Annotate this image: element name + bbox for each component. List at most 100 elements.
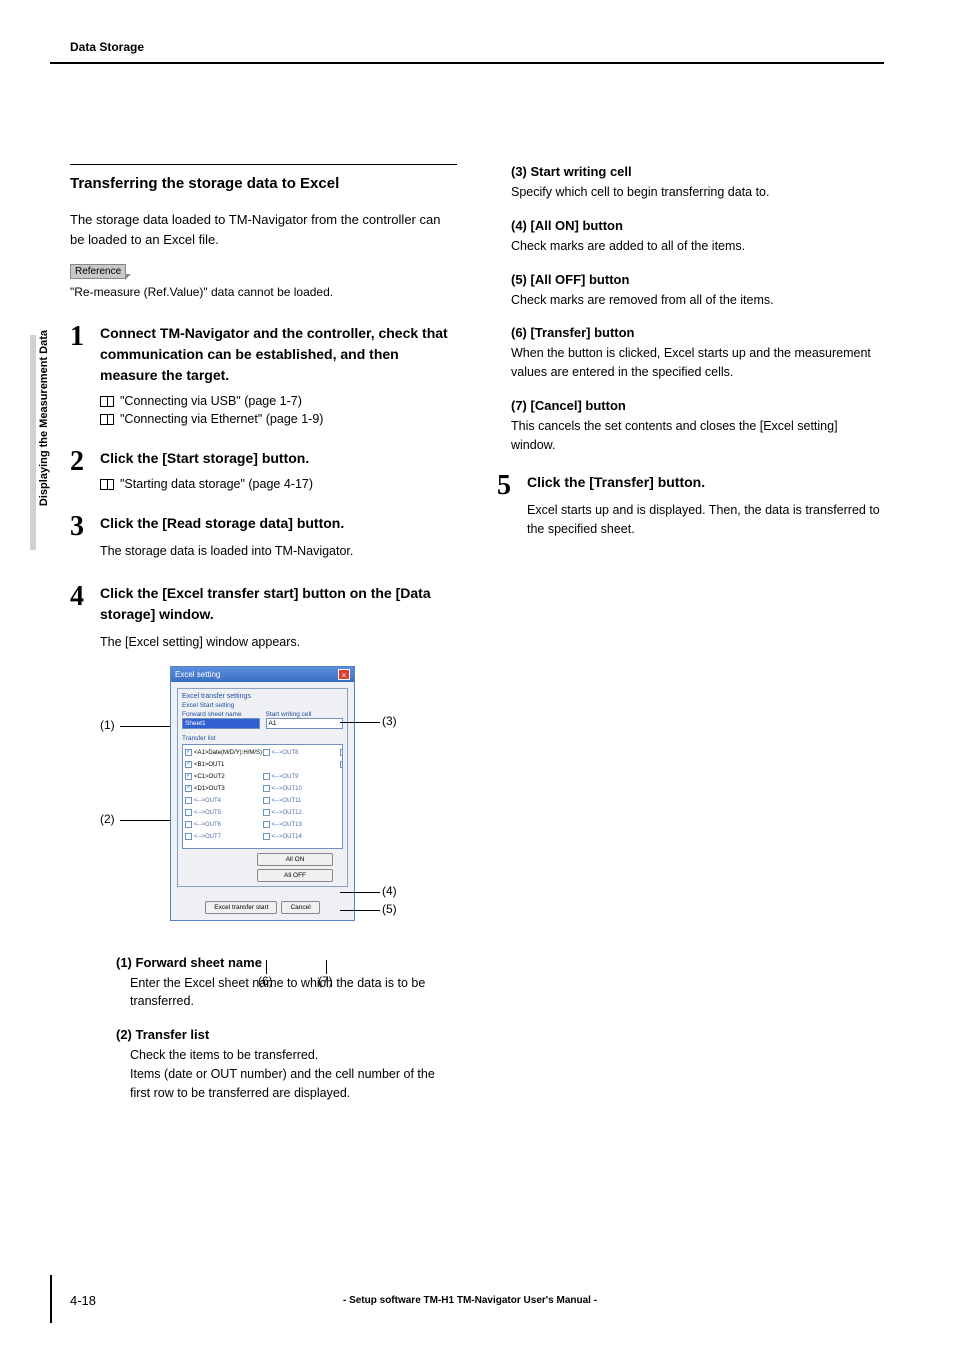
step-subtext: Excel starts up and is displayed. Then, … [527, 501, 884, 539]
checkbox-icon[interactable] [263, 821, 270, 828]
transfer-list-item[interactable]: ✓<A1>Date(M/D/Y):H/M/S) [185, 747, 263, 759]
definition-3: (3) Start writing cell Specify which cel… [497, 164, 884, 202]
checkbox-icon[interactable] [263, 797, 270, 804]
callout-1: (1) [100, 718, 115, 732]
step-number: 5 [497, 472, 527, 543]
checkbox-icon[interactable]: ✓ [185, 785, 192, 792]
def-heading: (7) [Cancel] button [511, 398, 884, 413]
list-item-label: <-->OUT5 [194, 810, 221, 816]
step-title: Click the [Excel transfer start] button … [100, 583, 457, 625]
checkbox-icon[interactable] [185, 821, 192, 828]
book-reference: "Connecting via USB" (page 1-7) [100, 394, 457, 408]
transfer-list-item[interactable]: ✓<B1>OUT1 [185, 759, 263, 771]
transfer-list-item[interactable]: <-->OUT10 [263, 783, 341, 795]
list-item-label: <-->OUT8 [272, 750, 299, 756]
callout-5: (5) [382, 902, 397, 916]
list-item-label: <-->OUT6 [194, 822, 221, 828]
ref-text: "Connecting via USB" (page 1-7) [120, 394, 302, 408]
callout-line [340, 722, 380, 723]
checkbox-icon[interactable]: ✓ [185, 761, 192, 768]
def-text: When the button is clicked, Excel starts… [511, 344, 884, 382]
list-item-label: <-->OUT11 [272, 798, 302, 804]
transfer-list-label: Transfer list [182, 735, 343, 742]
start-cell-label: Start writing cell [266, 711, 344, 718]
def-text: This cancels the set contents and closes… [511, 417, 884, 455]
callout-3: (3) [382, 714, 397, 728]
page-number: 4-18 [70, 1293, 96, 1308]
page-footer: 4-18 - Setup software TM-H1 TM-Navigator… [70, 1293, 884, 1308]
all-off-button[interactable]: All OFF [257, 869, 333, 882]
checkbox-icon[interactable] [340, 761, 343, 768]
checkbox-icon[interactable] [263, 809, 270, 816]
step-4: 4 Click the [Excel transfer start] butto… [70, 583, 457, 1119]
callout-6: (6) [258, 974, 273, 988]
list-item-label: <-->OUT7 [194, 834, 221, 840]
checkbox-icon[interactable] [263, 749, 270, 756]
sub-legend: Excel Start setting [182, 702, 343, 709]
callout-4: (4) [382, 884, 397, 898]
step-number: 2 [70, 448, 100, 495]
ref-text: "Starting data storage" (page 4-17) [120, 477, 313, 491]
book-icon [100, 396, 114, 407]
step-subtext: The storage data is loaded into TM-Navig… [100, 542, 457, 561]
definition-4: (4) [All ON] button Check marks are adde… [497, 218, 884, 256]
def-text: Enter the Excel sheet name to which the … [130, 974, 457, 1012]
transfer-list-item[interactable]: <-->OUT5 [185, 807, 263, 819]
list-item-label: <-->OUT14 [272, 834, 302, 840]
checkbox-icon[interactable] [340, 749, 343, 756]
intro-paragraph: The storage data loaded to TM-Navigator … [70, 210, 457, 249]
transfer-list-item[interactable]: <-->OUT11 [263, 795, 341, 807]
dialog-titlebar: Excel setting × [171, 667, 354, 682]
right-column: (3) Start writing cell Specify which cel… [497, 164, 884, 1136]
def-heading: (6) [Transfer] button [511, 325, 884, 340]
def-text: Check marks are added to all of the item… [511, 237, 884, 256]
list-item-label: <-->OUT4 [194, 798, 221, 804]
checkbox-icon[interactable] [263, 833, 270, 840]
transfer-list[interactable]: ✓<A1>Date(M/D/Y):H/M/S)✓<B1>OUT1✓<C1>OUT… [182, 744, 343, 849]
def-text: Check marks are removed from all of the … [511, 291, 884, 310]
callout-line [340, 910, 380, 911]
excel-transfer-settings-group: Excel transfer settings Excel Start sett… [177, 688, 348, 887]
transfer-list-item[interactable]: <-->OUT13 [263, 819, 341, 831]
transfer-list-item[interactable]: <-->OUT8 [263, 747, 341, 759]
start-cell-input[interactable]: A1 [266, 718, 344, 729]
def-heading: (4) [All ON] button [511, 218, 884, 233]
transfer-list-item[interactable]: <-->OUT15 [340, 747, 343, 759]
transfer-list-item[interactable]: <-->OUT16 [340, 759, 343, 771]
side-tab-bar [30, 335, 36, 550]
transfer-list-item[interactable]: <-->OUT12 [263, 807, 341, 819]
step-number: 4 [70, 583, 100, 1119]
transfer-list-item[interactable]: <-->OUT9 [263, 771, 341, 783]
transfer-list-item[interactable]: ✓<D1>OUT3 [185, 783, 263, 795]
footer-line [50, 1275, 52, 1323]
checkbox-icon[interactable] [263, 785, 270, 792]
close-icon[interactable]: × [338, 669, 350, 680]
checkbox-icon[interactable] [263, 773, 270, 780]
definition-6: (6) [Transfer] button When the button is… [497, 325, 884, 382]
checkbox-icon[interactable]: ✓ [185, 773, 192, 780]
transfer-list-item[interactable]: <-->OUT7 [185, 831, 263, 843]
forward-sheet-input[interactable]: Sheet1 [182, 718, 260, 729]
transfer-list-item[interactable]: ✓<C1>OUT2 [185, 771, 263, 783]
all-on-button[interactable]: All ON [257, 853, 333, 866]
transfer-button[interactable]: Excel transfer start [205, 901, 277, 914]
transfer-list-item[interactable]: <-->OUT4 [185, 795, 263, 807]
transfer-list-item[interactable] [263, 759, 341, 771]
book-reference: "Starting data storage" (page 4-17) [100, 477, 457, 491]
checkbox-icon[interactable] [185, 809, 192, 816]
list-item-label: <D1>OUT3 [194, 786, 225, 792]
transfer-list-item[interactable]: <-->OUT6 [185, 819, 263, 831]
checkbox-icon[interactable] [185, 833, 192, 840]
step-title: Click the [Transfer] button. [527, 472, 884, 493]
page-header: Data Storage [50, 40, 884, 64]
list-item-label: <B1>OUT1 [194, 762, 224, 768]
step-number: 1 [70, 323, 100, 430]
transfer-list-item[interactable]: <-->OUT14 [263, 831, 341, 843]
checkbox-icon[interactable]: ✓ [185, 749, 192, 756]
def-text: Check the items to be transferred. Items… [130, 1046, 457, 1102]
step-subtext: The [Excel setting] window appears. [100, 633, 457, 652]
callout-line [120, 820, 170, 821]
checkbox-icon[interactable] [185, 797, 192, 804]
section-title: Transferring the storage data to Excel [70, 164, 457, 192]
cancel-button[interactable]: Cancel [281, 901, 319, 914]
